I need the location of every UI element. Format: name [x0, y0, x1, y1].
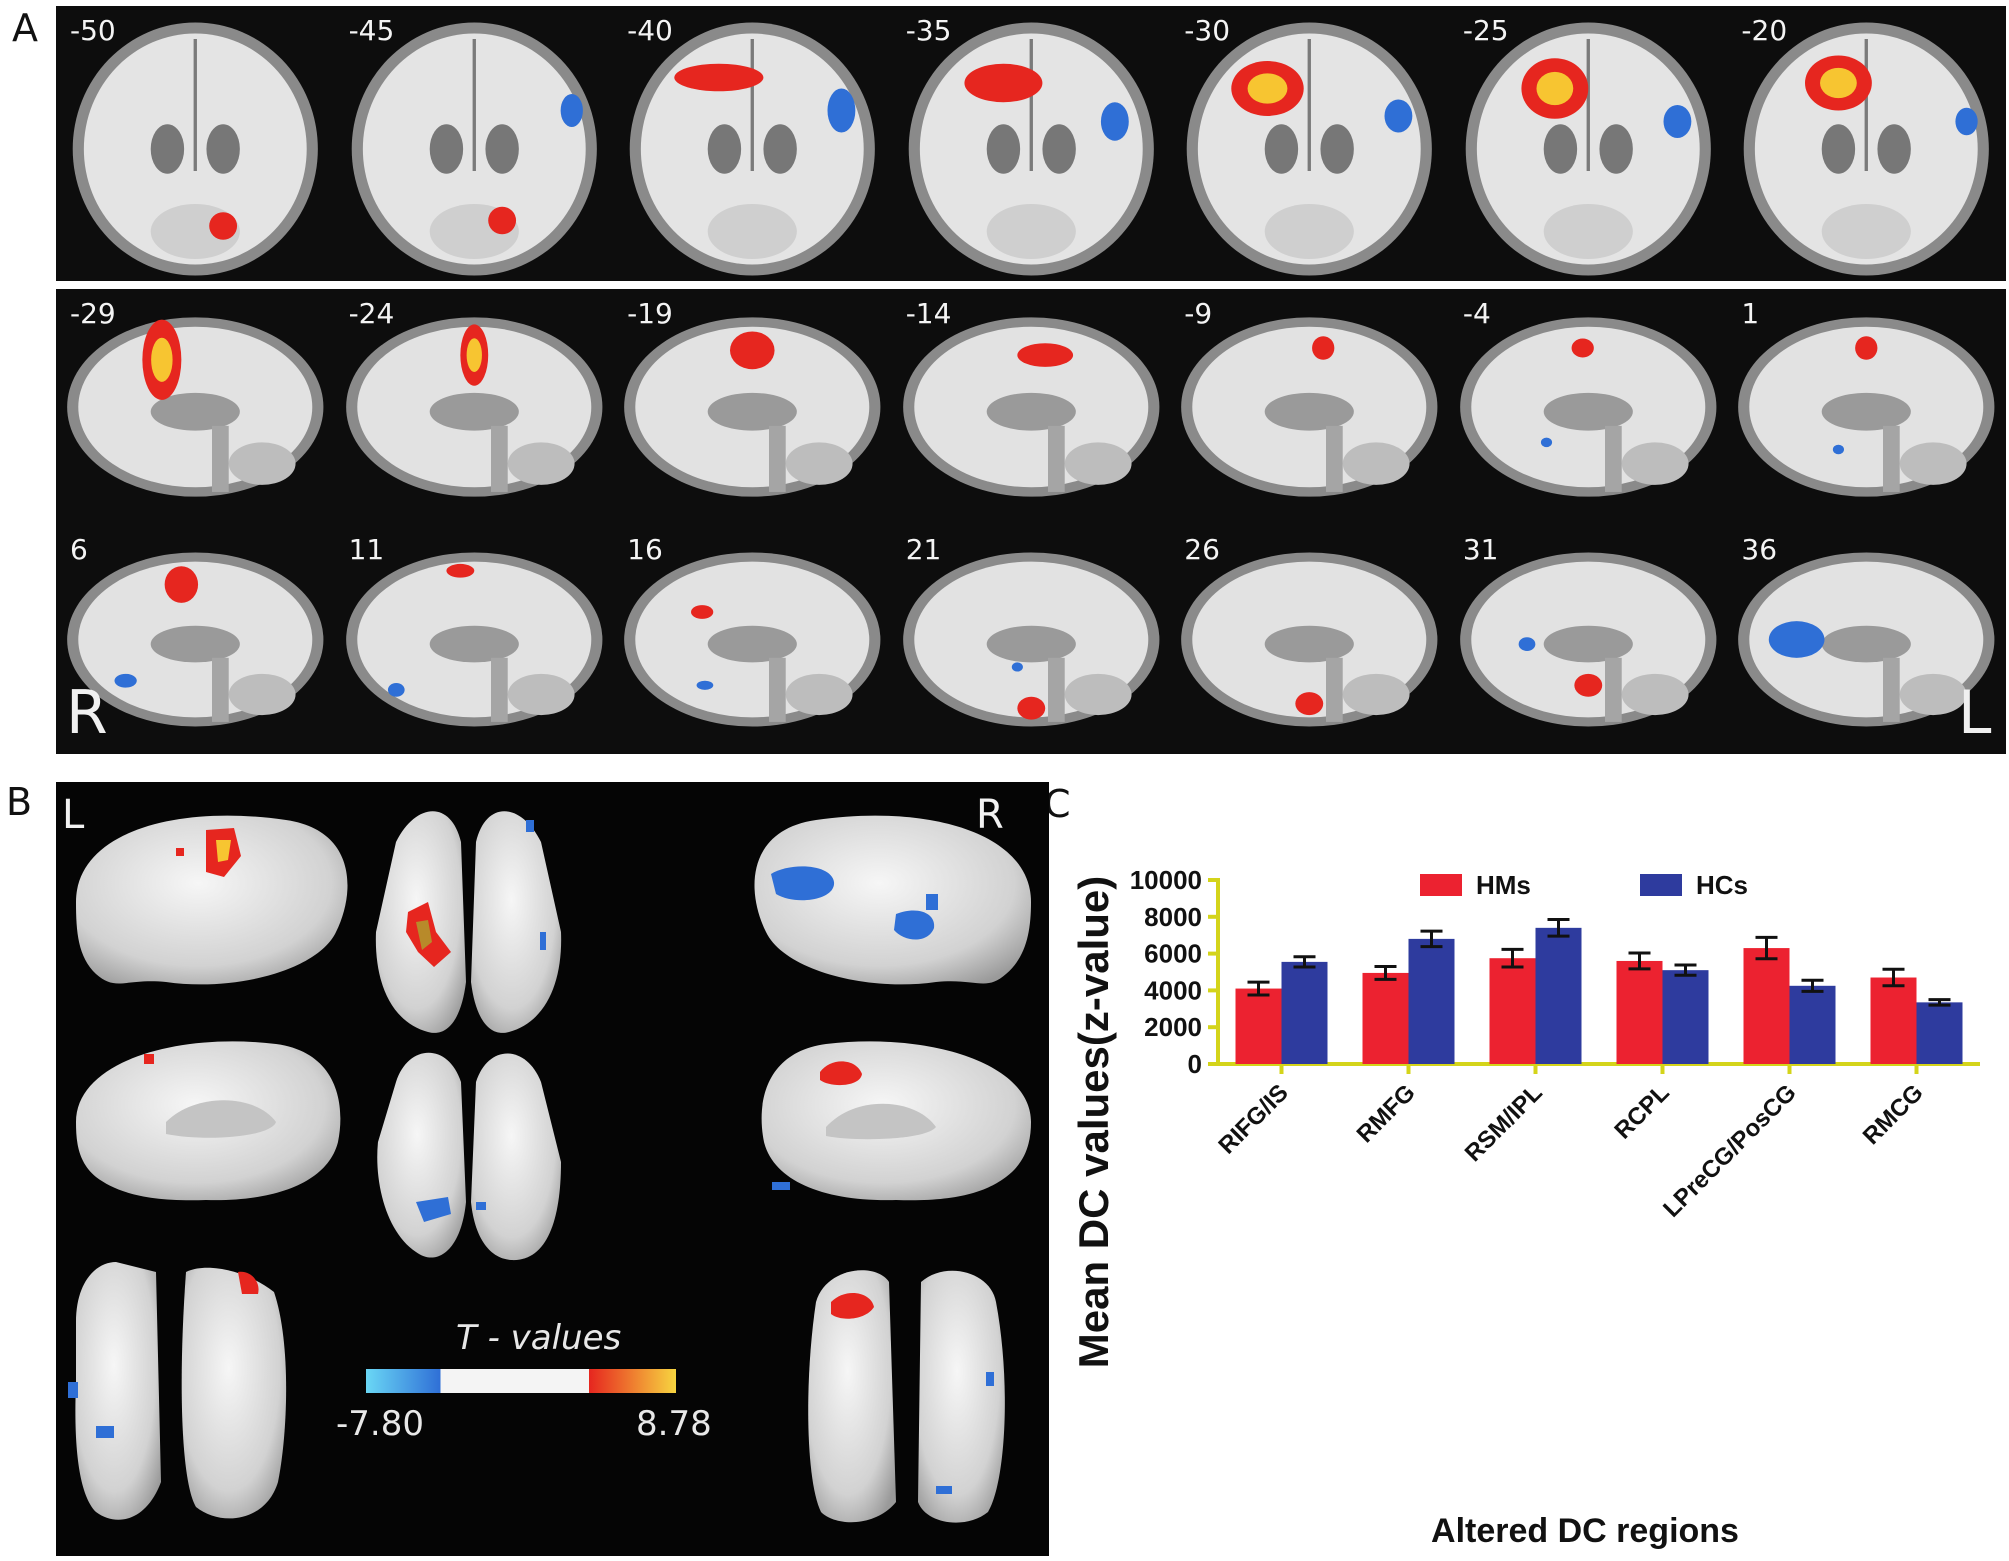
slice-coordinate-label: -24 [348, 297, 395, 330]
colorbar-title: T - values [456, 1318, 622, 1358]
right-lateral-surface [754, 815, 1031, 985]
bar-chart: Mean DC values(z-value) Altered DC regio… [1070, 865, 1980, 1550]
brain-slice: 31 [1449, 525, 1728, 754]
brain-slice: -24 [335, 289, 614, 525]
slice-coordinate-label: -20 [1741, 14, 1788, 47]
slice-coordinate-label: -19 [627, 297, 673, 330]
brain-slice: -35 [892, 6, 1171, 281]
slice-coordinate-label: 31 [1462, 533, 1499, 566]
bar-hcs [1662, 970, 1709, 1064]
brain-slice: 6 [56, 525, 335, 754]
posterior-view-right-hemisphere [181, 1267, 287, 1519]
bar-hms [1616, 960, 1663, 1064]
slice-coordinate-label: -50 [70, 14, 116, 47]
x-tick-label: RCPL [1609, 1079, 1674, 1144]
brain-slice: -14 [892, 289, 1171, 525]
brain-slice: -30 [1170, 6, 1449, 281]
bar-hcs [1535, 927, 1582, 1064]
x-tick-label: RMCG [1858, 1079, 1929, 1150]
brain-slice: -9 [1170, 289, 1449, 525]
brain-slice: -45 [335, 6, 614, 281]
bar-chart-panel: Mean DC values(z-value) Altered DC regio… [1050, 782, 2005, 1556]
slice-coordinate-label: -29 [70, 297, 116, 330]
slice-coordinate-label: -40 [627, 14, 673, 47]
y-tick-label: 2000 [1144, 1012, 1202, 1042]
sagittal-row-2: 6 11 16 21 26 31 36 [56, 525, 2006, 754]
bar-hms [1743, 948, 1790, 1064]
bar-hms [1489, 958, 1536, 1064]
slice-coordinate-label: -14 [905, 297, 952, 330]
colorbar [366, 1369, 676, 1393]
y-tick-label: 8000 [1144, 902, 1202, 932]
x-axis-label: Altered DC regions [1431, 1512, 1739, 1550]
surface-render-graphic [68, 811, 1031, 1523]
ventral-right-hemisphere [471, 1053, 561, 1261]
y-tick-label: 10000 [1130, 865, 1202, 895]
slice-coordinate-label: -9 [1184, 297, 1213, 330]
orientation-left-label: L [1958, 678, 1992, 748]
panel-label-b: B [6, 780, 33, 824]
slice-coordinate-label: -4 [1462, 297, 1491, 330]
legend-swatch-hcs [1640, 874, 1682, 896]
legend-label-hms: HMs [1476, 870, 1531, 900]
x-tick-label: RSM/IPL [1460, 1079, 1548, 1167]
right-hemisphere-label: R [976, 792, 1004, 838]
x-tick-label: LPreCG/PosCG [1658, 1079, 1802, 1223]
brain-slice: -4 [1449, 289, 1728, 525]
slice-coordinate-label: 36 [1741, 533, 1778, 566]
slice-coordinate-label: 11 [348, 533, 385, 566]
bar-hcs [1281, 961, 1328, 1064]
y-tick-label: 0 [1188, 1049, 1202, 1079]
slice-coordinate-label: -30 [1184, 14, 1231, 47]
left-lateral-surface [76, 815, 348, 985]
brain-slice: 36 [1727, 525, 2006, 754]
brain-slice: 26 [1170, 525, 1449, 754]
slice-coordinate-label: -25 [1462, 14, 1509, 47]
brain-slice: -19 [613, 289, 892, 525]
coronal-row: -50 -45 -40 -35 -30 -25 -20 [56, 6, 2006, 281]
y-axis-label: Mean DC values(z-value) [1070, 876, 1117, 1368]
slice-coordinate-label: 6 [70, 533, 88, 566]
x-tick-label: RMFG [1352, 1079, 1421, 1148]
ventral-left-hemisphere [377, 1052, 466, 1258]
anterior-view-left-hemisphere [808, 1270, 896, 1523]
slice-coordinate-label: 16 [627, 533, 663, 566]
y-tick-label: 6000 [1144, 939, 1202, 969]
brain-slice: -50 [56, 6, 335, 281]
brain-slice: -25 [1449, 6, 1728, 281]
slice-coordinate-label: 26 [1184, 533, 1220, 566]
left-hemisphere-label: L [62, 792, 85, 838]
colorbar-min: -7.80 [336, 1404, 424, 1444]
bar-hms [1362, 972, 1409, 1064]
bar-hcs [1408, 938, 1455, 1064]
brain-slice: -29 [56, 289, 335, 525]
legend-swatch-hms [1420, 874, 1462, 896]
slice-montage: -50 -45 -40 -35 -30 -25 -20 -29 -24 -19 -14 -9 -4 1 … [56, 6, 2006, 754]
brain-slice: -40 [613, 6, 892, 281]
y-tick-label: 4000 [1144, 975, 1202, 1005]
slice-coordinate-label: 1 [1741, 297, 1760, 330]
panel-label-a: A [12, 6, 38, 50]
bar-hms [1870, 977, 1917, 1064]
slice-coordinate-label: -35 [905, 14, 952, 47]
bar-hms [1235, 988, 1282, 1064]
legend-label-hcs: HCs [1696, 870, 1748, 900]
surface-render-panel: L R T - values -7.80 8.78 [56, 782, 1049, 1556]
brain-slice: 11 [335, 525, 614, 754]
colorbar-max: 8.78 [636, 1404, 712, 1444]
brain-slice: -20 [1727, 6, 2006, 281]
posterior-view-left-hemisphere [75, 1262, 161, 1520]
slice-coordinate-label: -45 [348, 14, 395, 47]
dorsal-right-hemisphere [471, 811, 562, 1033]
slice-coordinate-label: 21 [905, 533, 942, 566]
brain-slice: 1 [1727, 289, 2006, 525]
sagittal-row-1: -29 -24 -19 -14 -9 -4 1 [56, 289, 2006, 525]
brain-slice: 21 [892, 525, 1171, 754]
x-tick-label: RIFG/IS [1213, 1079, 1293, 1159]
anterior-view-right-hemisphere [918, 1270, 1005, 1523]
bar-hcs [1916, 1002, 1963, 1064]
bar-hcs [1789, 985, 1836, 1064]
brain-slice: 16 [613, 525, 892, 754]
orientation-right-label: R [66, 678, 108, 748]
